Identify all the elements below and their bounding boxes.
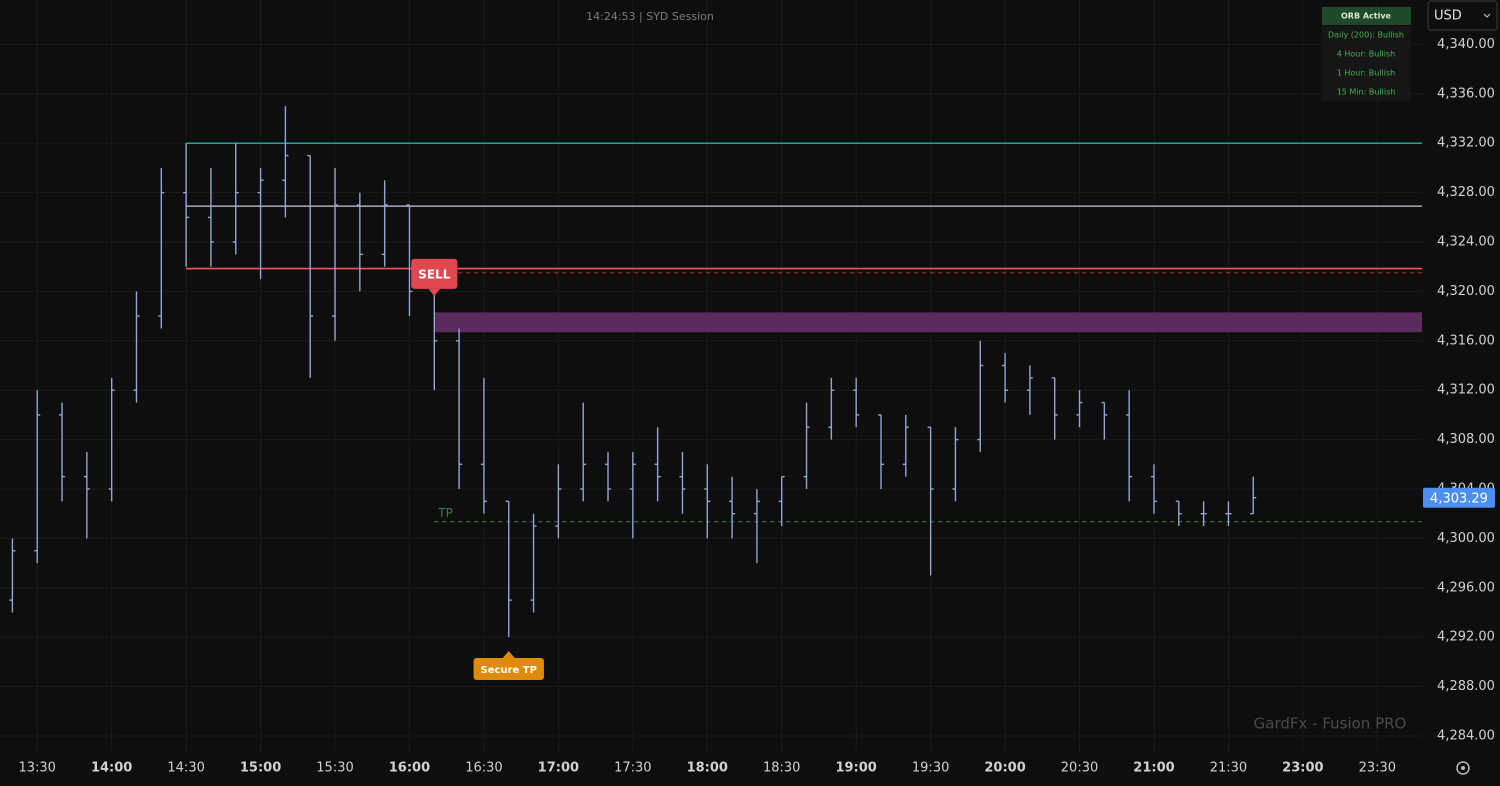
panel-row: 15 Min: Bullish <box>1337 88 1396 97</box>
settings-button[interactable] <box>1456 761 1470 775</box>
x-tick-label: 17:00 <box>538 761 579 776</box>
y-tick-label: 4,300.00 <box>1437 531 1495 546</box>
last-price-box <box>1423 487 1495 508</box>
x-tick-label: 20:00 <box>984 761 1025 776</box>
x-tick-label: 19:30 <box>912 761 949 776</box>
x-tick-label: 14:30 <box>167 761 204 776</box>
x-tick-label: 16:00 <box>389 761 430 776</box>
x-tick-label: 16:30 <box>465 761 502 776</box>
panel-row: 1 Hour: Bullish <box>1337 69 1395 78</box>
x-tick-label: 20:30 <box>1061 761 1098 776</box>
x-tick-label: 18:00 <box>687 761 728 776</box>
x-tick-label: 17:30 <box>614 761 651 776</box>
currency-label[interactable]: USD <box>1434 9 1462 24</box>
x-tick-label: 21:30 <box>1210 761 1247 776</box>
x-tick-label: 19:00 <box>835 761 876 776</box>
level-label: TP <box>437 506 453 520</box>
signal-marker: SELL <box>411 258 458 296</box>
session-label: 14:24:53 | SYD Session <box>586 10 714 23</box>
y-tick-label: 4,336.00 <box>1437 86 1495 101</box>
panel-body-bg <box>1322 26 1411 101</box>
y-tick-label: 4,324.00 <box>1437 235 1495 250</box>
x-tick-label: 15:30 <box>316 761 353 776</box>
y-tick-label: 4,316.00 <box>1437 333 1495 348</box>
marker-pointer <box>428 288 441 296</box>
last-price-label: 4,303.29 <box>1430 491 1488 506</box>
currency-box[interactable] <box>1427 0 1498 31</box>
marker-box <box>411 258 458 289</box>
marker-label: SELL <box>418 267 450 281</box>
marker-box <box>473 658 544 681</box>
marker-pointer <box>502 651 515 659</box>
y-tick-label: 4,308.00 <box>1437 432 1495 447</box>
marker-label: Secure TP <box>481 665 537 676</box>
y-tick-label: 4,288.00 <box>1437 679 1495 694</box>
x-tick-label: 18:30 <box>763 761 800 776</box>
y-tick-label: 4,320.00 <box>1437 284 1495 299</box>
x-tick-label: 15:00 <box>240 761 281 776</box>
watermark: GardFx - Fusion PRO <box>1254 715 1407 733</box>
y-tick-label: 4,292.00 <box>1437 630 1495 645</box>
y-tick-label: 4,296.00 <box>1437 580 1495 595</box>
x-tick-label: 21:00 <box>1133 761 1174 776</box>
zone <box>434 312 1422 333</box>
y-tick-label: 4,284.00 <box>1437 728 1495 743</box>
dropdown-arrow[interactable] <box>1483 13 1491 18</box>
x-tick-label: 23:30 <box>1359 761 1396 776</box>
panel-row: Daily (200): Bullish <box>1328 31 1404 40</box>
x-tick-label: 13:30 <box>18 761 55 776</box>
panel-header-bg <box>1322 7 1411 25</box>
y-tick-label: 4,340.00 <box>1437 37 1495 52</box>
panel-row: 4 Hour: Bullish <box>1337 50 1395 59</box>
orb-panel: ORB Active Daily (200): Bullish 4 Hour: … <box>1322 7 1411 101</box>
settings-icon-center[interactable] <box>1461 766 1465 770</box>
x-tick-label: 23:00 <box>1282 761 1323 776</box>
y-tick-label: 4,312.00 <box>1437 383 1495 398</box>
x-tick-label: 14:00 <box>91 761 132 776</box>
signal-marker: Secure TP <box>473 651 544 681</box>
panel-title: ORB Active <box>1341 12 1392 21</box>
settings-icon[interactable] <box>1456 761 1470 775</box>
y-tick-label: 4,332.00 <box>1437 136 1495 151</box>
currency-select[interactable]: USD <box>1427 0 1498 31</box>
y-tick-label: 4,328.00 <box>1437 185 1495 200</box>
